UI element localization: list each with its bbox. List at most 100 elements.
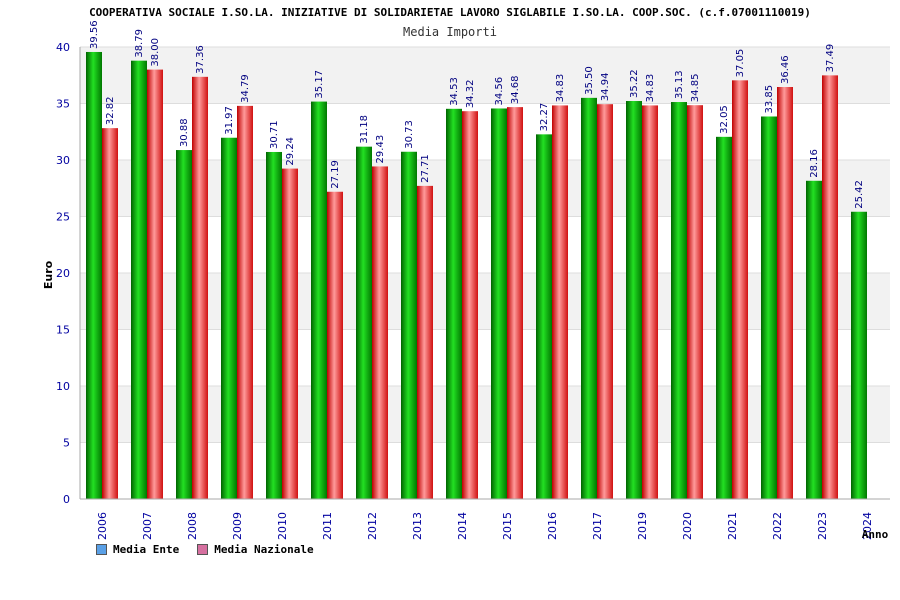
background-band <box>80 329 890 386</box>
bar-media-nazionale <box>282 168 298 499</box>
data-label: 25.42 <box>854 180 865 209</box>
data-label: 36.46 <box>780 55 791 84</box>
x-tick-label: 2024 <box>861 512 874 540</box>
y-tick-label: 15 <box>56 324 70 337</box>
x-tick-label: 2010 <box>276 512 289 540</box>
legend: Media Ente Media Nazionale <box>96 543 314 556</box>
bar-media-nazionale <box>597 104 613 499</box>
bar-media-nazionale <box>327 191 343 500</box>
data-label: 30.73 <box>404 120 415 149</box>
bar-media-ente <box>761 116 777 500</box>
data-label: 34.83 <box>555 74 566 103</box>
data-label: 34.32 <box>465 80 476 109</box>
bar-media-ente <box>851 211 867 499</box>
background-band <box>80 386 890 443</box>
bar-media-ente <box>806 180 822 500</box>
data-label: 32.27 <box>539 103 550 132</box>
data-label: 38.00 <box>150 38 161 67</box>
bar-media-ente <box>491 108 507 500</box>
background-band <box>80 273 890 330</box>
bar-media-nazionale <box>822 75 838 499</box>
x-tick-label: 2022 <box>771 512 784 540</box>
bar-media-ente <box>536 134 552 499</box>
x-tick-label: 2007 <box>141 512 154 540</box>
data-label: 34.56 <box>494 77 505 106</box>
bar-media-nazionale <box>687 105 703 499</box>
bar-media-nazionale <box>192 76 208 499</box>
background-band <box>80 47 890 104</box>
data-label: 31.97 <box>224 106 235 135</box>
x-tick-label: 2021 <box>726 512 739 540</box>
x-tick-label: 2011 <box>321 512 334 540</box>
data-label: 30.88 <box>179 118 190 147</box>
bar-media-ente <box>266 151 282 500</box>
y-axis-label: Euro <box>42 260 55 289</box>
background-band <box>80 216 890 273</box>
x-axis-label: Anno <box>862 528 889 541</box>
legend-item-media-ente: Media Ente <box>96 543 179 556</box>
y-tick-label: 35 <box>56 98 70 111</box>
bar-media-nazionale <box>777 87 793 499</box>
x-tick-label: 2008 <box>186 512 199 540</box>
x-tick-label: 2012 <box>366 512 379 540</box>
background-band <box>80 442 890 499</box>
x-tick-label: 2015 <box>501 512 514 540</box>
x-tick-label: 2013 <box>411 512 424 540</box>
data-label: 29.43 <box>375 135 386 164</box>
data-label: 37.36 <box>195 45 206 74</box>
data-label: 35.13 <box>674 70 685 99</box>
data-label: 34.94 <box>600 73 611 102</box>
bar-media-ente <box>401 151 417 499</box>
bar-media-ente <box>221 137 237 499</box>
bar-media-ente <box>581 97 597 499</box>
y-tick-label: 30 <box>56 154 70 167</box>
bar-media-nazionale <box>237 105 253 500</box>
bar-media-nazionale <box>552 105 568 500</box>
bar-media-nazionale <box>372 166 388 500</box>
data-label: 33.85 <box>764 85 775 114</box>
bar-media-ente <box>86 51 102 500</box>
bar-media-ente <box>311 101 327 499</box>
bar-media-nazionale <box>417 185 433 499</box>
data-label: 34.85 <box>690 74 701 103</box>
legend-item-media-nazionale: Media Nazionale <box>197 543 314 556</box>
legend-label-media-ente: Media Ente <box>113 543 180 556</box>
legend-label-media-nazionale: Media Nazionale <box>214 543 314 556</box>
legend-swatch-media-ente <box>96 544 107 555</box>
background-band <box>80 160 890 217</box>
y-tick-label: 10 <box>56 380 70 393</box>
x-tick-label: 2006 <box>96 512 109 540</box>
bar-media-ente <box>446 108 462 499</box>
data-label: 37.05 <box>735 49 746 78</box>
bar-media-nazionale <box>732 80 748 500</box>
bar-media-ente <box>671 102 687 499</box>
data-label: 27.19 <box>330 160 341 189</box>
bar-media-ente <box>626 101 642 499</box>
data-label: 34.53 <box>449 77 460 106</box>
x-tick-label: 2020 <box>681 512 694 540</box>
y-tick-label: 20 <box>56 267 70 280</box>
y-tick-label: 0 <box>63 493 70 506</box>
x-tick-label: 2009 <box>231 512 244 540</box>
data-label: 35.22 <box>629 69 640 98</box>
bar-media-nazionale <box>462 111 478 500</box>
y-tick-label: 5 <box>63 437 70 450</box>
data-label: 34.83 <box>645 74 656 103</box>
bar-media-nazionale <box>147 69 163 499</box>
chart-subtitle: Media Importi <box>403 25 497 39</box>
legend-swatch-media-nazionale <box>197 544 209 555</box>
x-tick-label: 2019 <box>636 512 649 540</box>
data-label: 37.49 <box>825 44 836 73</box>
data-label: 32.82 <box>105 96 116 125</box>
data-label: 34.79 <box>240 74 251 103</box>
data-label: 29.24 <box>285 137 296 166</box>
data-label: 27.71 <box>420 154 431 183</box>
x-tick-label: 2023 <box>816 512 829 540</box>
data-label: 35.17 <box>314 70 325 99</box>
y-tick-label: 25 <box>56 211 70 224</box>
background-band <box>80 103 890 160</box>
data-label: 35.50 <box>584 66 595 95</box>
data-label: 31.18 <box>359 115 370 144</box>
data-label: 39.56 <box>89 20 100 49</box>
